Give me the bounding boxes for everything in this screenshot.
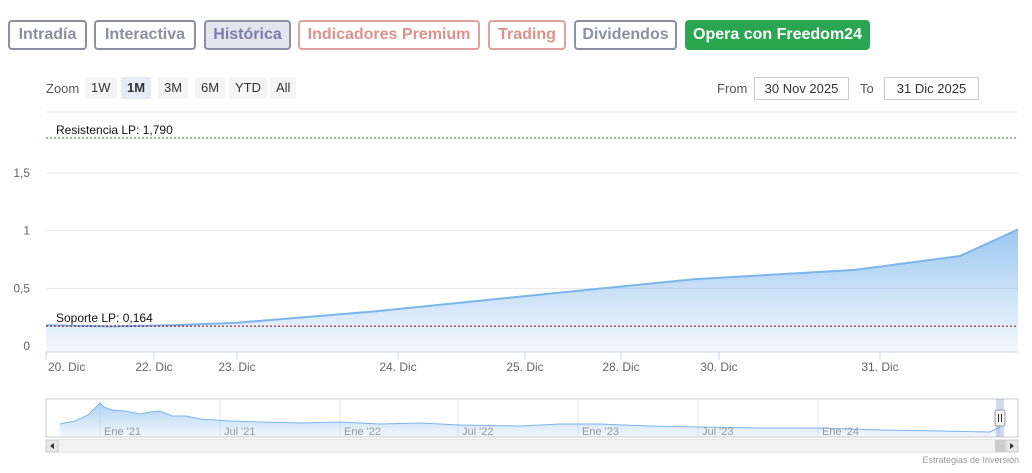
navigator-line: [59, 402, 1001, 433]
support-label: Soporte LP: 0,164: [56, 311, 153, 325]
navigator-label: Ene '22: [344, 426, 381, 438]
x-tick-label: 31. Dic: [861, 360, 898, 374]
zoom-6m-button[interactable]: 6M: [195, 77, 226, 99]
to-date-input[interactable]: [884, 77, 979, 100]
tab-indicadores-premium[interactable]: Indicadores Premium: [298, 20, 480, 50]
to-label: To: [860, 81, 874, 96]
chart-credits[interactable]: Estrategias de Inversión: [922, 455, 1019, 465]
navigator-label: Ene '24: [822, 426, 859, 438]
y-tick-label: 1,5: [13, 166, 30, 180]
x-tick-label: 20. Dic: [48, 360, 85, 374]
tab-intradia[interactable]: Intradía: [8, 20, 87, 50]
zoom-all-button[interactable]: All: [270, 77, 297, 99]
navigator-label: Jul '21: [224, 426, 255, 438]
zoom-3m-button[interactable]: 3M: [158, 77, 189, 99]
y-tick-label: 1: [23, 224, 30, 238]
x-tick-label: 25. Dic: [506, 360, 543, 374]
tab-opera-freedom24[interactable]: Opera con Freedom24: [685, 20, 870, 50]
from-date-input[interactable]: [754, 77, 849, 100]
from-label: From: [717, 81, 748, 96]
navigator-label: Ene '21: [104, 426, 141, 438]
navigator-axis: Ene '21 Jul '21 Ene '22 Jul '22 Ene '23 Jul '…: [104, 426, 859, 438]
y-tick-label: 0,5: [13, 281, 30, 295]
price-area: [46, 229, 1018, 352]
y-axis: 0 0,5 1 1,5: [13, 166, 30, 353]
zoom-1m-button[interactable]: 1M: [121, 77, 152, 99]
x-tick-label: 23. Dic: [218, 360, 255, 374]
navigator-area: [60, 403, 1000, 437]
tab-trading[interactable]: Trading: [488, 20, 566, 50]
scrollbar-area: [58, 440, 1004, 452]
y-tick-label: 0: [23, 339, 30, 353]
x-tick-label: 22. Dic: [135, 360, 172, 374]
zoom-label: Zoom: [46, 81, 80, 96]
x-axis: 20. Dic 22. Dic 23. Dic 24. Dic 25. Dic 28. D…: [45, 352, 899, 374]
tab-interactiva[interactable]: Interactiva: [94, 20, 196, 50]
tab-dividendos[interactable]: Dividendos: [574, 20, 677, 50]
scrollbar-thumb[interactable]: [995, 440, 1005, 452]
navigator-label: Jul '23: [702, 426, 733, 438]
zoom-ytd-button[interactable]: YTD: [229, 77, 267, 99]
navigator-handle[interactable]: [994, 409, 1006, 427]
x-tick-label: 24. Dic: [379, 360, 416, 374]
navigator-label: Ene '23: [582, 426, 619, 438]
x-tick-label: 28. Dic: [602, 360, 639, 374]
price-line: [45, 228, 1019, 328]
scroll-right-button[interactable]: [1005, 439, 1019, 453]
resistance-label: Resistencia LP: 1,790: [56, 123, 173, 137]
arrow-right-icon: [1010, 443, 1014, 449]
arrow-left-icon: [50, 443, 54, 449]
tab-historica[interactable]: Histórica: [204, 20, 291, 50]
x-tick-label: 30. Dic: [700, 360, 737, 374]
navigator-label: Jul '22: [462, 426, 493, 438]
zoom-1w-button[interactable]: 1W: [85, 77, 117, 99]
scroll-left-button[interactable]: [45, 439, 59, 453]
